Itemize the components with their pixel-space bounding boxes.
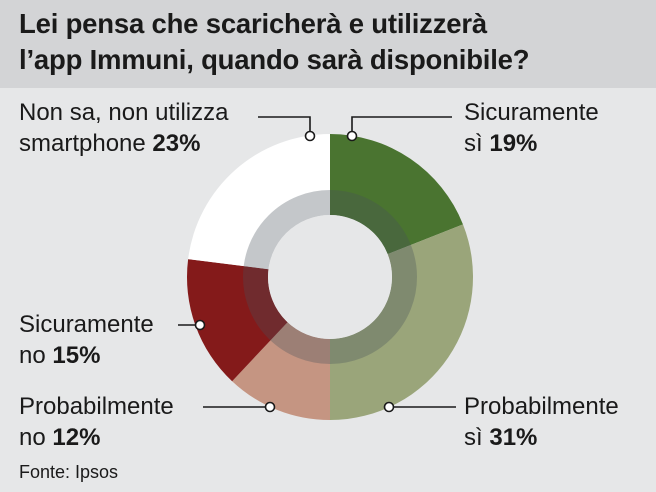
label-sicuramente-no-line1: Sicuramente (19, 311, 154, 338)
label-probabilmente-no-line2: no (19, 424, 46, 451)
leader-probabilmente-no-dot (264, 401, 276, 413)
label-probabilmente-si-pct: 31% (489, 424, 538, 451)
slice-non-sa-non-utilizza-smartphone (188, 133, 330, 270)
leader-non-sa (258, 116, 311, 136)
title-line-1: Lei pensa che scaricherà e utilizzerà (19, 8, 487, 39)
leader-sicuramente-no-dot (194, 319, 206, 331)
title-line-2: l’app Immuni, quando sarà disponibile? (19, 44, 530, 75)
donut-hole (268, 215, 392, 339)
label-probabilmente-si-line2: sì (464, 424, 483, 451)
source-note: Fonte: Ipsos (19, 462, 119, 482)
chart-title: Lei pensa che scaricherà e utilizzerà l’… (19, 6, 639, 78)
label-non-sa: Non sa, non utilizza smartphone 23% (19, 97, 228, 159)
leader-non-sa-dot (304, 130, 316, 142)
label-sicuramente-si-line1: Sicuramente (464, 99, 599, 126)
label-non-sa-line2: smartphone (19, 130, 146, 157)
label-probabilmente-no: Probabilmente no 12% (19, 391, 174, 453)
label-non-sa-pct: 23% (152, 130, 201, 157)
label-probabilmente-si: Probabilmente sì 31% (464, 391, 619, 453)
slice-sicuramente-s- (330, 134, 463, 255)
title-band (0, 0, 656, 88)
slice-sicuramente-no (186, 259, 288, 382)
leader-probabilmente-si-dot (383, 401, 395, 413)
label-sicuramente-si: Sicuramente sì 19% (464, 97, 599, 159)
label-sicuramente-si-line2: sì (464, 130, 483, 157)
donut-slices (186, 133, 473, 420)
leader-sicuramente-si (351, 116, 452, 136)
label-probabilmente-no-pct: 12% (52, 424, 101, 451)
inner-shade-ring (243, 190, 417, 364)
label-sicuramente-no: Sicuramente no 15% (19, 309, 154, 371)
leader-sicuramente-si-dot (346, 130, 358, 142)
slice-probabilmente-s- (330, 224, 473, 420)
label-probabilmente-si-line1: Probabilmente (464, 393, 619, 420)
label-non-sa-line1: Non sa, non utilizza (19, 99, 229, 126)
slice-probabilmente-no (232, 322, 330, 420)
leader-lines (178, 116, 456, 413)
label-sicuramente-no-line2: no (19, 342, 46, 369)
label-sicuramente-si-pct: 19% (489, 130, 538, 157)
label-probabilmente-no-line1: Probabilmente (19, 393, 174, 420)
label-sicuramente-no-pct: 15% (52, 342, 101, 369)
